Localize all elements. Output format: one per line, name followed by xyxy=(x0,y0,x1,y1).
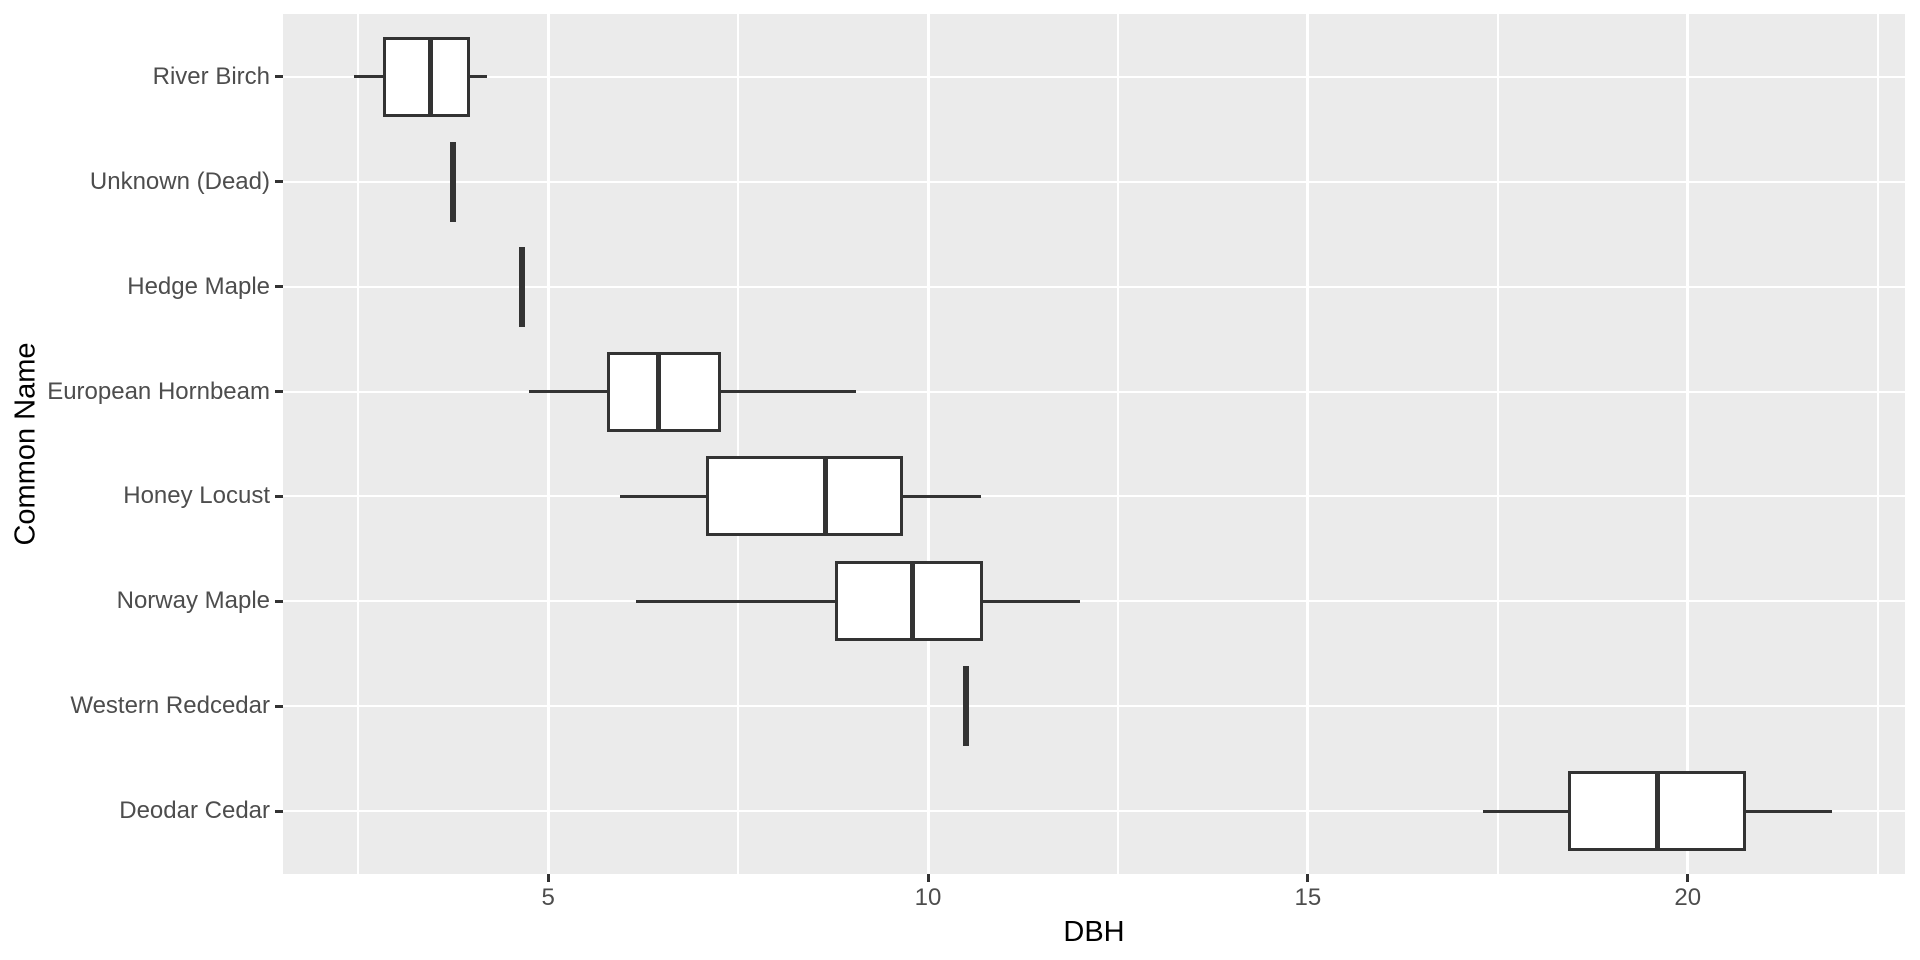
y-axis-tick-mark xyxy=(275,809,283,813)
x-axis-tick-mark xyxy=(1306,874,1310,882)
boxplot-median-line xyxy=(822,456,828,537)
y-axis-tick-label: Norway Maple xyxy=(116,587,270,615)
boxplot-box xyxy=(607,351,721,432)
boxplot-median-line xyxy=(1654,771,1660,852)
y-axis-tick-label: Western Redcedar xyxy=(70,692,270,720)
boxplot-single-value-bar xyxy=(518,246,525,327)
boxplot-lower-whisker xyxy=(1482,809,1570,813)
boxplot-box xyxy=(383,36,470,117)
y-axis-title: Common Name xyxy=(9,342,42,546)
x-minor-gridline xyxy=(737,14,740,874)
x-axis-tick-mark xyxy=(926,874,930,882)
x-axis-tick-mark xyxy=(546,874,550,882)
y-axis-tick-mark xyxy=(275,494,283,498)
y-axis-tick-label: Unknown (Dead) xyxy=(89,167,270,195)
y-major-gridline xyxy=(283,810,1905,813)
y-axis-tick-label: Deodar Cedar xyxy=(119,797,270,825)
boxplot-median-line xyxy=(910,561,916,642)
boxplot-median-line xyxy=(427,36,433,117)
y-axis-tick-label: European Hornbeam xyxy=(47,377,270,405)
y-major-gridline xyxy=(283,285,1905,288)
x-major-gridline xyxy=(1306,14,1310,874)
boxplot-lower-whisker xyxy=(529,390,609,394)
x-minor-gridline xyxy=(357,14,360,874)
boxplot-upper-whisker xyxy=(468,75,488,79)
y-axis-tick-mark xyxy=(275,704,283,708)
x-minor-gridline xyxy=(1496,14,1499,874)
x-axis-tick-label: 5 xyxy=(541,884,555,911)
boxplot-upper-whisker xyxy=(981,599,1080,603)
y-axis-tick-mark xyxy=(275,599,283,603)
y-major-gridline xyxy=(283,495,1905,498)
y-major-gridline xyxy=(283,600,1905,603)
x-axis-tick-mark xyxy=(1686,874,1690,882)
y-axis-tick-mark xyxy=(275,180,283,184)
y-axis-tick-label: Honey Locust xyxy=(123,482,270,510)
x-major-gridline xyxy=(546,14,550,874)
x-axis-tick-label: 15 xyxy=(1294,884,1322,911)
y-axis-tick-mark xyxy=(275,75,283,79)
boxplot-upper-whisker xyxy=(719,390,856,394)
x-minor-gridline xyxy=(1876,14,1879,874)
x-major-gridline xyxy=(1686,14,1690,874)
boxplot-single-value-bar xyxy=(450,141,457,222)
boxplot-lower-whisker xyxy=(635,599,837,603)
x-axis-title: DBH xyxy=(1063,916,1125,948)
x-major-gridline xyxy=(926,14,930,874)
y-axis-tick-label: Hedge Maple xyxy=(127,272,270,300)
x-axis-tick-label: 10 xyxy=(914,884,942,911)
boxplot-box xyxy=(706,456,903,537)
y-axis-tick-mark xyxy=(275,285,283,289)
boxplot-upper-whisker xyxy=(1744,809,1833,813)
y-major-gridline xyxy=(283,705,1905,708)
y-major-gridline xyxy=(283,180,1905,183)
y-axis-tick-mark xyxy=(275,390,283,394)
y-major-gridline xyxy=(283,75,1905,78)
plot-panel xyxy=(283,14,1905,874)
boxplot-lower-whisker xyxy=(620,494,708,498)
y-axis-tick-label: River Birch xyxy=(152,62,270,90)
boxplot-upper-whisker xyxy=(901,494,982,498)
x-axis-tick-label: 20 xyxy=(1674,884,1702,911)
x-minor-gridline xyxy=(1116,14,1119,874)
boxplot-box xyxy=(835,561,983,642)
y-major-gridline xyxy=(283,390,1905,393)
boxplot-single-value-bar xyxy=(962,666,969,747)
boxplot-lower-whisker xyxy=(354,75,385,79)
boxplot-median-line xyxy=(655,351,661,432)
